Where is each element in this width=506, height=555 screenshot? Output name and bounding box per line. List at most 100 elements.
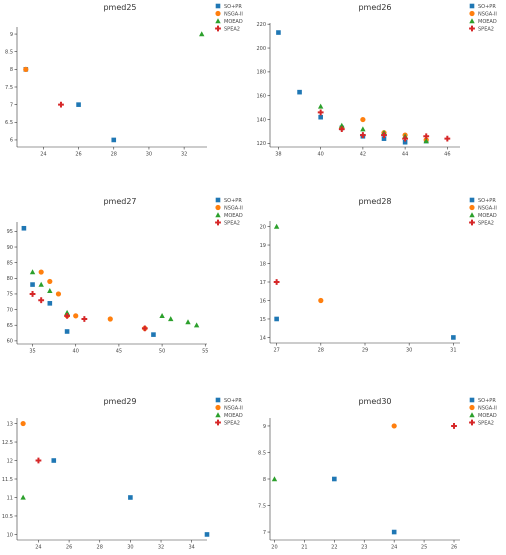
y-tick-label: 90 <box>7 245 13 251</box>
chart-panel-pmed30: pmed30 20 21 22 23 24 25 26 7 7.5 8 8.5 9 SO+PRNSGA-I… <box>258 397 497 551</box>
chart-panel-pmed29: pmed29 24 26 28 30 32 34 10 10.5 11 11.5 12 12.5 13 SO… <box>2 397 243 551</box>
y-tick-label: 200 <box>256 46 266 52</box>
y-tick-label: 8.5 <box>258 450 266 456</box>
chart-title: pmed28 <box>358 197 391 206</box>
legend-label: SPEA2 <box>478 26 494 32</box>
point-moead-0 <box>20 494 26 500</box>
x-tick-label: 24 <box>391 545 397 551</box>
legend-label: MOEAD <box>224 19 243 25</box>
x-tick-label: 25 <box>421 545 427 551</box>
point-nsga-ii-5 <box>107 316 113 322</box>
y-tick-label: 14 <box>260 335 266 341</box>
y-tick-label: 6.5 <box>5 120 13 126</box>
point-so-pr-legend <box>469 3 475 9</box>
point-so-pr-legend <box>469 197 475 203</box>
y-tick-label: 9 <box>263 424 266 430</box>
point-so-pr-0 <box>332 476 337 482</box>
point-moead-7 <box>193 322 200 328</box>
series-moead <box>273 223 280 229</box>
y-tick-label: 8.5 <box>5 50 13 56</box>
legend-label: NSGA-II <box>224 205 243 211</box>
point-nsga-ii-4 <box>73 313 79 319</box>
point-spea2-0 <box>317 109 324 116</box>
y-tick-label: 65 <box>7 323 13 329</box>
x-tick-label: 45 <box>116 349 122 355</box>
series-so-pr <box>23 67 117 143</box>
x-tick-label: 26 <box>451 545 457 551</box>
point-nsga-ii-0 <box>38 269 44 275</box>
legend-label: NSGA-II <box>478 405 497 411</box>
point-nsga-ii-0 <box>318 297 324 304</box>
point-so-pr-0 <box>21 225 27 231</box>
y-tick-label: 85 <box>7 260 13 266</box>
y-tick-label: 16 <box>260 298 266 304</box>
y-tick-label: 11.5 <box>2 477 13 483</box>
legend-label: SO+PR <box>224 198 242 204</box>
point-spea2-0 <box>35 457 42 464</box>
series-nsga-ii <box>23 66 29 72</box>
series-spea2 <box>317 109 451 142</box>
series-moead <box>29 269 200 328</box>
point-nsga-ii-1 <box>47 278 53 285</box>
x-tick-label: 32 <box>158 545 164 551</box>
chart-title: pmed26 <box>358 3 391 12</box>
legend-label: SO+PR <box>224 4 242 10</box>
point-spea2-2 <box>64 312 70 319</box>
point-moead-5 <box>168 316 174 322</box>
x-tick-label: 26 <box>66 545 72 551</box>
x-tick-label: 42 <box>360 152 366 158</box>
point-so-pr-2 <box>318 114 323 120</box>
point-so-pr-4 <box>151 332 156 337</box>
legend-label: SO+PR <box>478 198 496 204</box>
y-tick-label: 7.5 <box>258 503 266 509</box>
legend-label: SPEA2 <box>224 220 240 226</box>
point-spea2-1 <box>38 297 45 304</box>
x-tick-label: 55 <box>202 349 208 355</box>
point-moead-2 <box>47 288 53 294</box>
legend-label: SO+PR <box>478 398 496 404</box>
y-tick-label: 11 <box>7 495 13 501</box>
x-tick-label: 24 <box>40 152 46 158</box>
x-tick-label: 28 <box>97 545 103 551</box>
point-so-pr-1 <box>297 89 302 95</box>
point-nsga-ii-legend <box>215 204 221 211</box>
legend-label: MOEAD <box>224 413 243 419</box>
point-spea2-6 <box>444 135 451 142</box>
legend-label: MOEAD <box>478 413 497 419</box>
point-nsga-ii-legend <box>469 204 475 211</box>
point-moead-legend <box>469 212 475 218</box>
series-spea2 <box>58 101 64 108</box>
y-tick-label: 60 <box>7 339 13 345</box>
x-tick-label: 40 <box>317 152 323 158</box>
y-tick-label: 12.5 <box>2 440 13 446</box>
point-moead-0 <box>271 476 278 482</box>
x-tick-label: 30 <box>146 152 152 158</box>
point-spea2-1 <box>338 126 345 133</box>
point-so-pr-5 <box>381 136 387 141</box>
legend-label: NSGA-II <box>224 11 243 17</box>
point-moead-0 <box>199 31 205 37</box>
y-tick-label: 7 <box>263 530 266 536</box>
point-nsga-ii-0 <box>23 66 29 72</box>
point-spea2-0 <box>273 279 280 285</box>
point-moead-0 <box>273 223 280 229</box>
series-nsga-ii <box>391 423 397 429</box>
series-nsga-ii <box>38 269 148 331</box>
point-spea2-0 <box>29 291 36 297</box>
x-tick-label: 24 <box>35 545 41 551</box>
x-tick-label: 23 <box>361 545 367 551</box>
legend-label: NSGA-II <box>224 405 243 411</box>
y-tick-label: 180 <box>256 70 266 76</box>
y-tick-label: 8 <box>263 477 266 483</box>
point-moead-2 <box>360 126 366 132</box>
point-moead-legend <box>215 412 221 418</box>
point-so-pr-1 <box>76 102 81 107</box>
point-so-pr-1 <box>30 282 35 287</box>
y-tick-label: 6 <box>10 138 13 144</box>
chart-panel-pmed26: pmed26 38 40 42 44 46 120 140 160 180 200 220 SO+PRN… <box>256 3 496 158</box>
point-spea2-legend <box>469 25 475 32</box>
point-so-pr-2 <box>111 137 117 143</box>
point-nsga-ii-legend <box>215 404 221 411</box>
